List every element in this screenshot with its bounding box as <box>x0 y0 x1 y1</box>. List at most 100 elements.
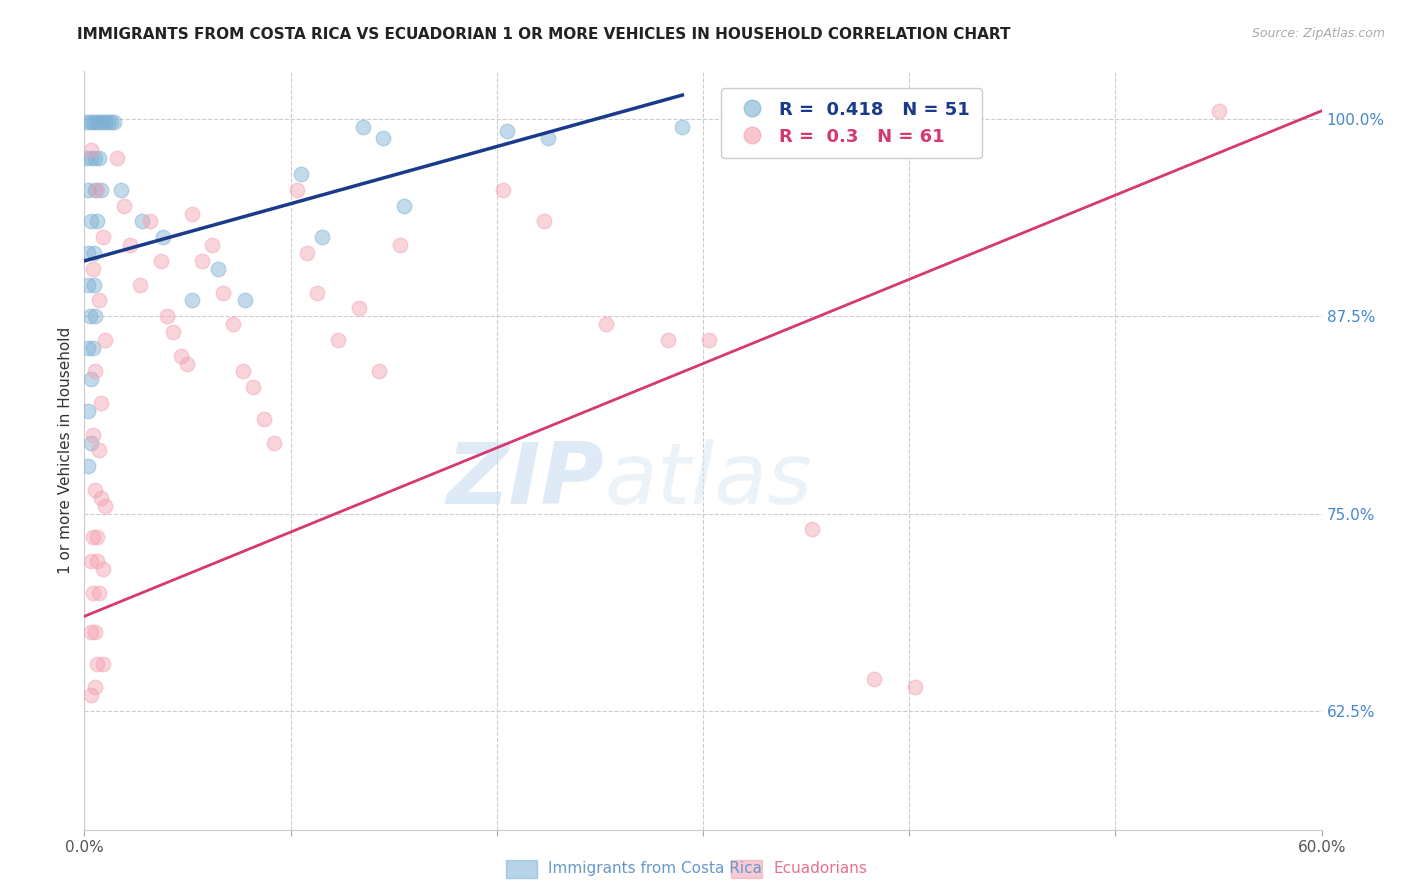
Point <box>537 130 560 145</box>
Point <box>79 625 101 640</box>
Point <box>149 254 172 268</box>
Point <box>82 341 104 355</box>
Point <box>83 483 105 497</box>
Point <box>87 443 110 458</box>
Point <box>90 396 112 410</box>
Point <box>79 688 101 702</box>
Point <box>307 285 329 300</box>
Point <box>90 115 112 129</box>
Point <box>75 115 97 129</box>
Point <box>82 115 104 129</box>
Point <box>233 293 256 308</box>
Y-axis label: 1 or more Vehicles in Household: 1 or more Vehicles in Household <box>58 326 73 574</box>
Point <box>77 246 100 260</box>
Point <box>191 254 214 268</box>
Point <box>79 309 101 323</box>
Point <box>152 230 174 244</box>
Point <box>207 261 229 276</box>
Point <box>86 214 108 228</box>
Text: IMMIGRANTS FROM COSTA RICA VS ECUADORIAN 1 OR MORE VEHICLES IN HOUSEHOLD CORRELA: IMMIGRANTS FROM COSTA RICA VS ECUADORIAN… <box>77 27 1011 42</box>
Point <box>129 277 152 292</box>
Point <box>373 130 395 145</box>
Point <box>222 317 245 331</box>
Point <box>86 657 108 671</box>
Point <box>110 183 132 197</box>
Point <box>86 183 108 197</box>
Point <box>83 277 105 292</box>
Point <box>87 293 110 308</box>
Point <box>77 404 100 418</box>
Text: ZIP: ZIP <box>446 439 605 523</box>
Point <box>352 120 374 134</box>
Point <box>388 238 411 252</box>
Point <box>100 115 122 129</box>
Point <box>83 309 105 323</box>
Point <box>295 246 318 260</box>
Point <box>131 214 153 228</box>
Point <box>91 562 114 576</box>
Point <box>904 681 927 695</box>
Point <box>87 585 110 599</box>
Point <box>863 673 886 687</box>
Point <box>671 120 693 134</box>
Point <box>232 364 254 378</box>
Point <box>176 357 198 371</box>
Point <box>285 183 308 197</box>
Point <box>84 115 107 129</box>
Point <box>79 554 101 568</box>
Point <box>533 214 555 228</box>
Point <box>162 325 184 339</box>
Point <box>657 333 679 347</box>
Point <box>79 372 101 386</box>
Point <box>263 435 285 450</box>
Point <box>83 625 105 640</box>
Point <box>82 261 104 276</box>
Point <box>79 115 101 129</box>
Point <box>91 657 114 671</box>
Point <box>290 167 312 181</box>
Point <box>118 238 141 252</box>
Point <box>79 151 101 165</box>
Point <box>368 364 391 378</box>
Point <box>82 427 104 442</box>
Text: Ecuadorians: Ecuadorians <box>773 862 868 876</box>
Point <box>496 124 519 138</box>
Point <box>139 214 162 228</box>
Text: Immigrants from Costa Rica: Immigrants from Costa Rica <box>548 862 762 876</box>
Point <box>79 435 101 450</box>
Point <box>211 285 233 300</box>
Point <box>79 214 101 228</box>
Point <box>103 115 125 129</box>
Point <box>180 293 202 308</box>
Point <box>94 115 117 129</box>
Point <box>83 151 105 165</box>
Point <box>326 333 349 347</box>
Point <box>87 115 110 129</box>
Point <box>82 585 104 599</box>
Point <box>1208 103 1230 118</box>
Text: atlas: atlas <box>605 439 813 523</box>
Point <box>77 459 100 474</box>
Point <box>595 317 617 331</box>
Point <box>170 349 193 363</box>
Point <box>79 144 101 158</box>
Point <box>86 554 108 568</box>
Point <box>83 246 105 260</box>
Legend: R =  0.418   N = 51, R =  0.3   N = 61: R = 0.418 N = 51, R = 0.3 N = 61 <box>721 88 981 158</box>
Point <box>91 230 114 244</box>
Point <box>97 115 120 129</box>
Point <box>112 199 135 213</box>
Point <box>253 412 276 426</box>
Point <box>77 341 100 355</box>
Point <box>83 183 105 197</box>
Point <box>311 230 333 244</box>
Point <box>156 309 179 323</box>
Point <box>105 151 128 165</box>
Point <box>392 199 415 213</box>
Point <box>347 301 370 316</box>
Point <box>90 183 112 197</box>
Point <box>77 183 100 197</box>
Point <box>83 364 105 378</box>
Point <box>94 499 117 513</box>
Point <box>77 277 100 292</box>
